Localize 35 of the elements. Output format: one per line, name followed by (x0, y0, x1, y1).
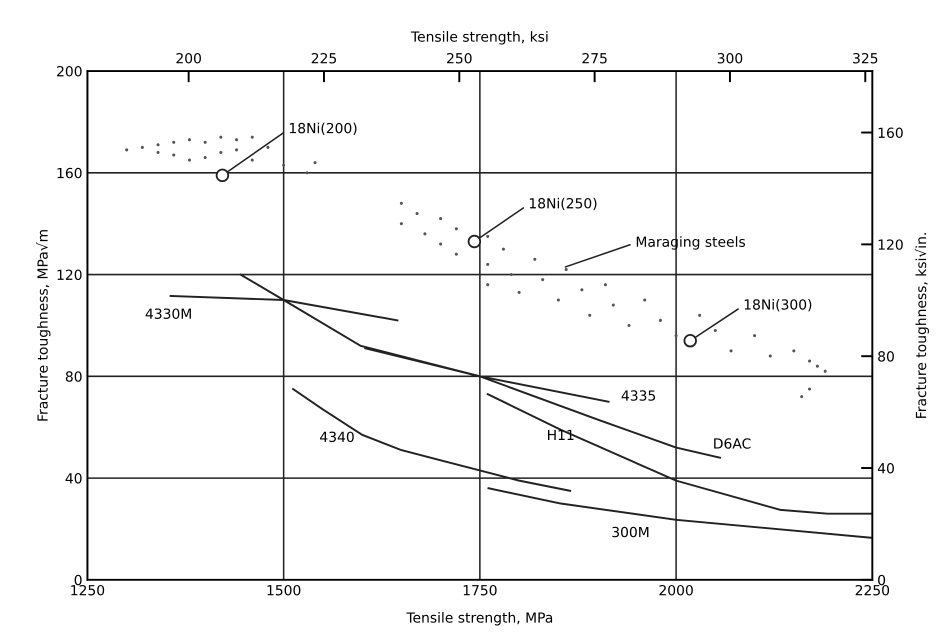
x2-tick-label: 250 (447, 52, 472, 64)
y-tick-label: 80 (66, 371, 82, 382)
x-tick-label: 1750 (464, 584, 497, 596)
annotation: 18Ni(300) (744, 298, 812, 312)
x-tick-label: 2250 (856, 584, 890, 596)
y2-tick-label: 80 (878, 351, 894, 362)
x2-tick-label: 200 (176, 52, 201, 64)
y2-axis-title: Fracture toughness, ksi√in. (914, 233, 929, 418)
y2-tick-label: 160 (878, 128, 903, 138)
annotation: 18Ni(250) (530, 198, 596, 210)
x-axis-title: Tensile strength, MPa (406, 612, 552, 626)
y-tick-label: 120 (58, 270, 82, 280)
series-label: 4335 (622, 390, 656, 401)
y-axis-title: Fracture toughness, MPa√m (36, 230, 50, 421)
y2-tick-label: 40 (878, 462, 894, 474)
series-label: D6AC (714, 438, 751, 449)
x2-tick-label: 275 (582, 52, 607, 64)
y2-tick-label: 0 (878, 574, 886, 586)
x-tick-label: 2000 (659, 584, 693, 596)
x2-tick-label: 325 (853, 52, 878, 64)
series-label: 300M (612, 526, 648, 538)
y-tick-label: 160 (58, 168, 82, 178)
series-label: 4330M (146, 308, 191, 319)
x2-tick-label: 225 (312, 52, 336, 64)
x2-tick-label: 300 (718, 52, 742, 64)
x-tick-label: 1250 (71, 584, 104, 596)
x-tick-label: 1500 (267, 584, 300, 596)
y-tick-label: 0 (74, 574, 82, 586)
annotation: 18Ni(200) (290, 122, 356, 136)
series-label: 4340 (320, 432, 354, 442)
y-tick-label: 200 (57, 66, 82, 77)
y2-tick-label: 120 (878, 239, 903, 250)
y-tick-label: 40 (66, 473, 82, 484)
x2-axis-title: Tensile strength, ksi (410, 31, 548, 45)
series-label: H11 (548, 430, 574, 440)
